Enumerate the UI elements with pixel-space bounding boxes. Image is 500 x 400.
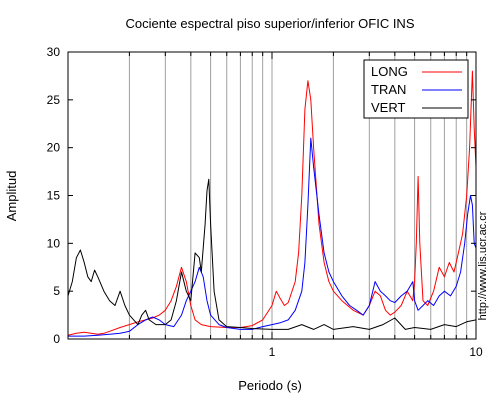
y-tick-label: 20 (47, 141, 61, 155)
legend-label-vert: VERT (371, 100, 405, 115)
y-tick-label: 10 (47, 236, 61, 250)
y-tick-label: 25 (47, 93, 61, 107)
y-tick-label: 15 (47, 189, 61, 203)
x-tick-label: 1 (269, 345, 276, 359)
series-line-tran (68, 137, 477, 337)
legend-label-tran: TRAN (371, 82, 406, 97)
watermark-url: http://www.lis.ucr.ac.cr (477, 211, 489, 320)
y-tick-label: 0 (53, 332, 60, 346)
x-tick-label: 10 (469, 345, 483, 359)
legend-label-long: LONG (371, 64, 408, 79)
y-axis-label: Amplitud (4, 171, 19, 222)
y-tick-label: 5 (53, 284, 60, 298)
y-axis: 0 5 10 15 20 25 30 (47, 45, 476, 346)
series-line-vert (67, 178, 477, 330)
series-line-long (67, 70, 477, 336)
x-axis: 1 10 (67, 52, 483, 359)
series-layer (67, 70, 477, 337)
y-tick-label: 30 (47, 45, 61, 59)
x-axis-label: Periodo (s) (238, 378, 302, 393)
legend: LONG TRAN VERT (363, 59, 469, 119)
chart-title: Cociente espectral piso superior/inferio… (125, 16, 414, 31)
